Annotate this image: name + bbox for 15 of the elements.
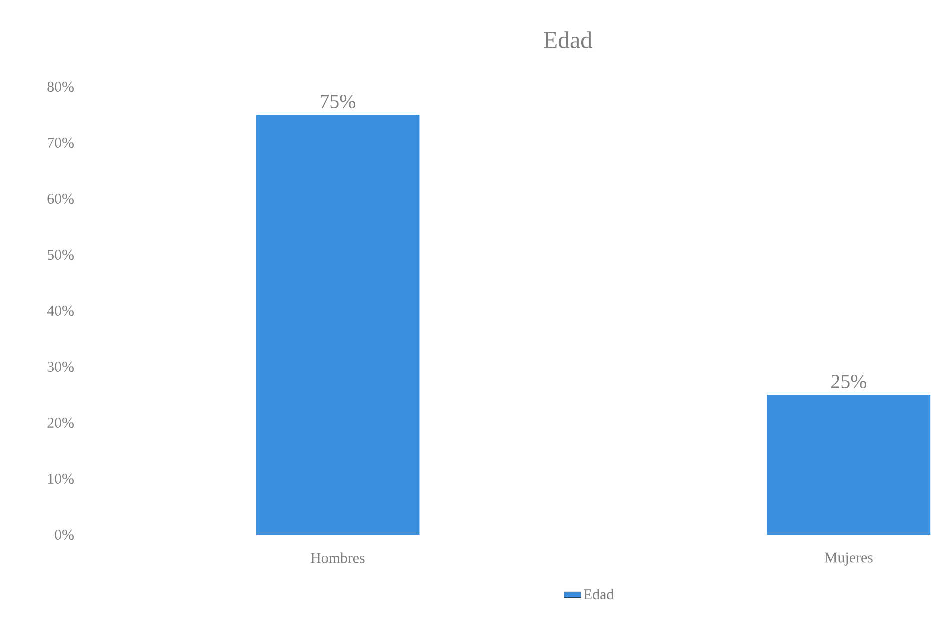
- y-tick-label: 20%: [48, 418, 74, 428]
- y-tick-label: 10%: [48, 474, 74, 484]
- y-tick-label: 30%: [48, 362, 74, 372]
- x-tick-label: Mujeres: [824, 552, 873, 566]
- data-label: 75%: [321, 94, 356, 108]
- chart-title: Edad: [544, 32, 592, 48]
- y-tick-label: 80%: [48, 82, 74, 92]
- legend-label: Edad: [584, 589, 614, 600]
- x-tick-label: Hombres: [311, 552, 365, 564]
- data-label: 25%: [832, 374, 867, 388]
- y-tick-label: 40%: [47, 306, 74, 316]
- y-tick-label: 50%: [48, 250, 74, 260]
- y-tick-label: 0%: [55, 530, 74, 540]
- y-tick-label: 60%: [48, 194, 74, 204]
- y-tick-label: 70%: [48, 138, 74, 148]
